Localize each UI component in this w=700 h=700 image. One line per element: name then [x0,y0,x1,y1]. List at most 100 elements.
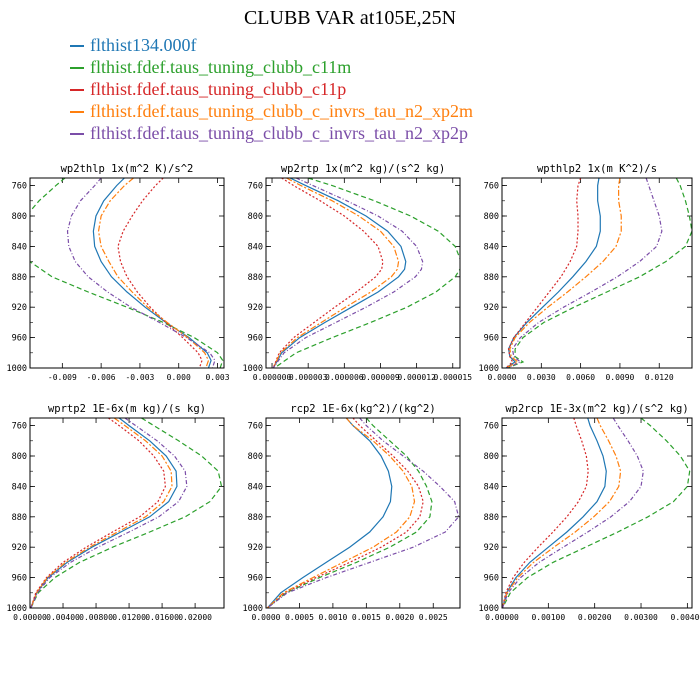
chart-panel-1: wp2rtp 1x(m^2 kg)/(s^2 kg) 760 800 840 880 92… [243,163,473,382]
chart-title-1: wp2rtp 1x(m^2 kg)/(s^2 kg) [281,163,445,175]
legend-label-3: flthist.fdef.taus_tuning_clubb_c_invrs_t… [90,101,473,121]
y-tick-label-2-5: 960 [484,334,499,344]
series-line-3-4 [30,418,188,608]
x-tick-label-2-3: 0.0090 [605,373,634,382]
legend-label-2: flthist.fdef.taus_tuning_clubb_c11p [90,79,347,99]
series-line-5-4 [502,418,644,608]
series-line-3-3 [30,418,173,608]
y-tick-label-5-6: 1000 [479,604,499,614]
x-tick-label-3-3: 0.01200 [112,613,146,622]
x-tick-label-3-2: 0.00800 [79,613,113,622]
y-tick-label-3-4: 920 [12,543,27,553]
x-tick-label-1-1: 0.000003 [289,373,328,382]
x-tick-label-1-0: 0.000000 [253,373,292,382]
series-line-5-2 [502,418,589,608]
series-line-1-2 [272,178,384,368]
y-tick-label-4-5: 960 [248,574,263,584]
x-tick-label-4-0: 0.0000 [252,613,281,622]
y-tick-label-4-3: 880 [248,513,263,523]
y-tick-label-1-5: 960 [248,334,263,344]
y-tick-label-1-1: 800 [248,212,263,222]
chart-title-2: wpthlp2 1x(m K^2)/s [537,163,657,175]
series-line-5-3 [502,418,622,608]
chart-title-5: wp2rcp 1E-3x(m^2 kg)/(s^2 kg) [505,403,688,415]
y-tick-label-1-3: 880 [248,273,263,283]
legend: flthist134.000f flthist.fdef.taus_tuning… [70,34,473,144]
legend-item-3: flthist.fdef.taus_tuning_clubb_c_invrs_t… [70,100,473,122]
x-tick-label-2-4: 0.0120 [645,373,674,382]
x-tick-label-3-4: 0.01600 [145,613,179,622]
y-tick-label-4-4: 920 [248,543,263,553]
y-tick-label-3-0: 760 [12,422,27,432]
y-tick-label-2-4: 920 [484,303,499,313]
series-line-1-0 [272,178,407,368]
x-tick-label-5-3: 0.00300 [624,613,658,622]
y-tick-label-1-2: 840 [248,242,263,252]
chart-panel-2: wpthlp2 1x(m K^2)/s 760 800 840 880 920 960 100… [479,163,693,382]
series-line-1-1 [274,178,460,368]
y-tick-label-2-2: 840 [484,242,499,252]
plot-frame-1 [265,177,461,369]
y-tick-label-0-3: 880 [12,273,27,283]
chart-panel-5: wp2rcp 1E-3x(m^2 kg)/(s^2 kg) 760 800 840 88… [479,403,700,622]
legend-item-1: flthist.fdef.taus_tuning_clubb_c11m [70,56,473,78]
chart-panel-4: rcp2 1E-6x(kg^2)/(kg^2) 760 800 840 880 920 96… [243,403,461,622]
chart-title-0: wp2thlp 1x(m^2 K)/s^2 [61,163,194,175]
legend-swatch-3 [70,110,84,113]
figure-title: CLUBB VAR at105E,25N [243,7,457,29]
y-tick-label-3-6: 1000 [7,604,27,614]
series-line-2-2 [505,178,582,368]
series-line-2-1 [507,178,692,368]
series-line-0-2 [117,178,203,368]
series-line-3-0 [30,418,178,608]
x-tick-label-5-4: 0.00400 [671,613,700,622]
x-tick-label-4-5: 0.0025 [419,613,448,622]
y-tick-label-5-1: 800 [484,452,499,462]
y-tick-label-4-1: 800 [248,452,263,462]
x-tick-label-0-3: 0.000 [167,373,191,382]
x-tick-label-3-0: 0.00000 [13,613,47,622]
x-tick-label-4-4: 0.0020 [385,613,414,622]
y-tick-label-1-4: 920 [248,303,263,313]
legend-swatch-4 [70,132,84,135]
series-line-5-0 [502,418,607,608]
y-tick-label-0-0: 760 [12,182,27,192]
chart-title-4: rcp2 1E-6x(kg^2)/(kg^2) [290,403,435,415]
series-line-4-2 [266,418,424,608]
legend-item-2: flthist.fdef.taus_tuning_clubb_c11p [70,78,473,100]
x-tick-label-4-1: 0.0005 [285,613,314,622]
x-tick-label-2-1: 0.0030 [527,373,556,382]
y-tick-label-0-4: 920 [12,303,27,313]
plot-frame-4 [265,417,461,609]
series-line-4-3 [266,418,416,608]
y-tick-label-3-3: 880 [12,513,27,523]
y-tick-label-0-6: 1000 [7,364,27,374]
series-line-4-1 [266,418,433,608]
y-tick-label-3-1: 800 [12,452,27,462]
y-tick-label-0-1: 800 [12,212,27,222]
legend-label-4: flthist.fdef.taus_tuning_clubb_c_invrs_t… [90,123,468,143]
plot-frame-3 [29,417,225,609]
y-tick-label-0-2: 840 [12,242,27,252]
series-line-0-0 [92,178,212,368]
x-tick-label-0-0: -0.009 [48,373,77,382]
y-tick-label-2-6: 1000 [479,364,499,374]
plot-frame-5 [501,417,693,609]
legend-swatch-0 [70,44,84,47]
y-tick-label-4-6: 1000 [243,604,263,614]
x-tick-label-3-1: 0.00400 [46,613,80,622]
series-line-1-3 [272,178,400,368]
x-tick-label-1-4: 0.000012 [397,373,436,382]
plot-frame-2 [501,177,693,369]
chart-title-3: wprtp2 1E-6x(m kg)/(s kg) [48,403,206,415]
x-tick-label-1-5: 0.000015 [434,373,473,382]
series-line-2-3 [505,178,622,368]
y-tick-label-5-4: 920 [484,543,499,553]
legend-item-4: flthist.fdef.taus_tuning_clubb_c_invrs_t… [70,122,473,144]
x-tick-label-0-1: -0.006 [87,373,116,382]
y-tick-label-4-2: 840 [248,482,263,492]
x-tick-label-4-3: 0.0015 [352,613,381,622]
series-line-4-0 [266,418,393,608]
y-tick-label-0-5: 960 [12,334,27,344]
